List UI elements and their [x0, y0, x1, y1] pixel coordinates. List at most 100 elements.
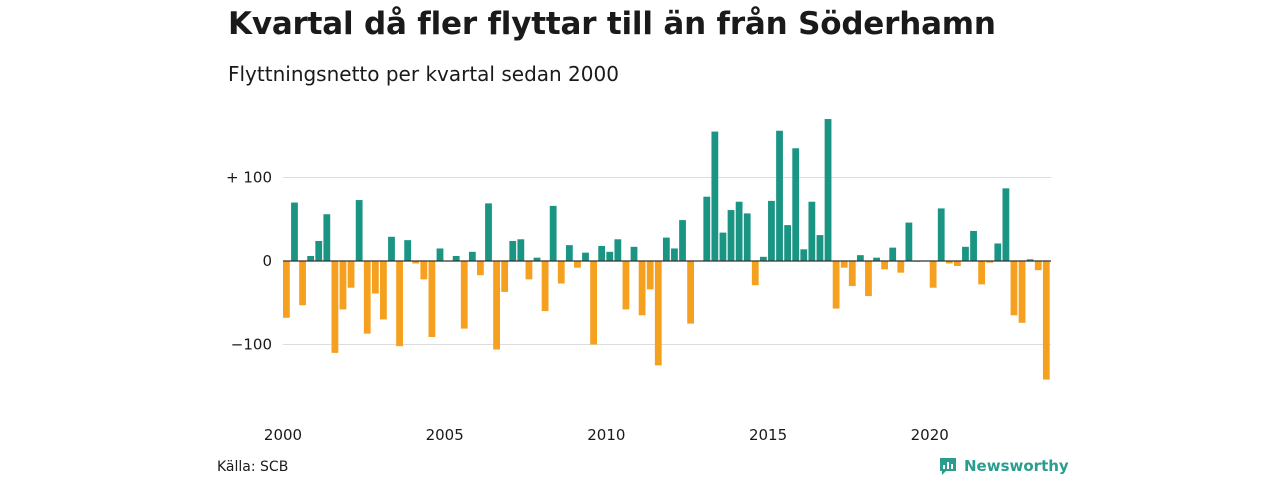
- bar-2018-k2[interactable]: 2018 K2: 4: [873, 257, 880, 261]
- bar-2022-k1[interactable]: 2022 K1: 21: [994, 243, 1002, 262]
- bar-2017-k3[interactable]: 2017 K3: -30: [848, 261, 856, 287]
- bar-2021-k3[interactable]: 2021 K3: -28: [978, 261, 986, 285]
- bar-2010-k1[interactable]: 2010 K1: 11: [606, 251, 614, 261]
- bar-2013-k1[interactable]: 2013 K1: 77: [703, 196, 711, 261]
- bar-2019-k1[interactable]: 2019 K1: -14: [897, 261, 905, 273]
- bar-2004-k2[interactable]: 2004 K2: -22: [420, 261, 428, 280]
- bar-2020-k1[interactable]: 2020 K1: -32: [929, 261, 937, 288]
- bar-2000-k4[interactable]: 2000 K4: 6: [307, 255, 315, 261]
- bar-2023-k3[interactable]: 2023 K3: -142: [1042, 261, 1050, 380]
- bar-2012-k1[interactable]: 2012 K1: 15: [671, 248, 678, 261]
- bar-2011-k2[interactable]: 2011 K2: -34: [646, 261, 654, 290]
- bar-2014-k3[interactable]: 2014 K3: -29: [751, 261, 759, 286]
- bar-2012-k2[interactable]: 2012 K2: 49: [679, 220, 686, 261]
- bar-2016-k4[interactable]: 2016 K4: 170: [824, 119, 832, 261]
- bar-2022-k4[interactable]: 2022 K4: -74: [1018, 261, 1026, 323]
- bar-2000-k2[interactable]: 2000 K2: 70: [291, 202, 298, 261]
- bar-2011-k1[interactable]: 2011 K1: -65: [638, 261, 646, 316]
- bar-2001-k2[interactable]: 2001 K2: 56: [323, 214, 331, 261]
- bar-2006-k4[interactable]: 2006 K4: -37: [501, 261, 509, 292]
- bar-2015-k3[interactable]: 2015 K3: 43: [784, 225, 792, 261]
- bar-2005-k2[interactable]: 2005 K2: 6: [452, 255, 460, 261]
- bar-2005-k4[interactable]: 2005 K4: 11: [468, 251, 476, 261]
- bar-2022-k2[interactable]: 2022 K2: 87: [1002, 188, 1010, 261]
- bar-2014-k4[interactable]: 2014 K4: 5: [759, 256, 767, 261]
- bar-2002-k2[interactable]: 2002 K2: 73: [355, 200, 363, 261]
- bar-2003-k3[interactable]: 2003 K3: -102: [396, 261, 403, 347]
- bar-2004-k1[interactable]: 2004 K1: -3: [412, 261, 420, 264]
- y-tick-label: + 100: [226, 169, 272, 187]
- bar-2020-k4[interactable]: 2020 K4: -6: [953, 261, 961, 267]
- bar-2020-k2[interactable]: 2020 K2: 63: [937, 208, 945, 261]
- bar-2000-k3[interactable]: 2000 K3: -53: [299, 261, 306, 306]
- bar-2002-k1[interactable]: 2002 K1: -32: [347, 261, 355, 288]
- source-note: Källa: SCB: [217, 459, 289, 475]
- bar-2006-k3[interactable]: 2006 K3: -106: [493, 261, 500, 350]
- bar-2018-k1[interactable]: 2018 K1: -42: [865, 261, 872, 297]
- bar-2023-k1[interactable]: 2023 K1: 2: [1026, 259, 1034, 261]
- y-tick-label: −100: [231, 336, 272, 354]
- bar-2017-k1[interactable]: 2017 K1: -57: [832, 261, 840, 309]
- bar-2014-k1[interactable]: 2014 K1: 71: [735, 201, 743, 261]
- bar-2019-k2[interactable]: 2019 K2: 46: [905, 222, 913, 261]
- bar-2023-k2[interactable]: 2023 K2: -11: [1034, 261, 1042, 271]
- bar-2015-k1[interactable]: 2015 K1: 72: [768, 200, 775, 261]
- bar-2016-k3[interactable]: 2016 K3: 31: [816, 235, 824, 261]
- bar-2014-k2[interactable]: 2014 K2: 57: [743, 213, 751, 261]
- bar-2009-k2[interactable]: 2009 K2: 10: [582, 252, 589, 261]
- bar-2002-k3[interactable]: 2002 K3: -87: [363, 261, 371, 334]
- bar-2020-k3[interactable]: 2020 K3: -3: [945, 261, 953, 264]
- bar-2010-k3[interactable]: 2010 K3: -58: [622, 261, 630, 310]
- bar-2017-k4[interactable]: 2017 K4: 7: [856, 255, 864, 261]
- bar-2017-k2[interactable]: 2017 K2: -8: [840, 261, 848, 268]
- bar-2001-k1[interactable]: 2001 K1: 24: [315, 240, 323, 261]
- bar-2018-k4[interactable]: 2018 K4: 16: [889, 247, 897, 261]
- bar-2007-k1[interactable]: 2007 K1: 24: [509, 240, 517, 261]
- bar-2001-k4[interactable]: 2001 K4: -58: [339, 261, 347, 310]
- bar-2015-k4[interactable]: 2015 K4: 135: [792, 148, 800, 261]
- bar-2001-k3[interactable]: 2001 K3: -110: [331, 261, 339, 353]
- bar-2005-k3[interactable]: 2005 K3: -81: [460, 261, 468, 329]
- bar-2021-k4[interactable]: 2021 K4: -2: [986, 261, 994, 263]
- bar-2011-k4[interactable]: 2011 K4: 28: [662, 237, 670, 261]
- bar-2018-k3[interactable]: 2018 K3: -10: [881, 261, 889, 270]
- bar-2009-k1[interactable]: 2009 K1: -8: [574, 261, 581, 268]
- bar-2003-k2[interactable]: 2003 K2: 29: [388, 236, 395, 261]
- x-tick-label: 2005: [426, 426, 464, 444]
- bar-2004-k4[interactable]: 2004 K4: 15: [436, 248, 444, 261]
- bar-2021-k1[interactable]: 2021 K1: 17: [962, 246, 969, 262]
- bar-2002-k4[interactable]: 2002 K4: -39: [371, 261, 379, 294]
- bar-2013-k3[interactable]: 2013 K3: 34: [719, 232, 727, 261]
- bar-2013-k2[interactable]: 2013 K2: 155: [711, 131, 719, 261]
- brand-logo[interactable]: Newsworthy: [938, 456, 1069, 476]
- bar-2009-k3[interactable]: 2009 K3: -100: [590, 261, 597, 345]
- bar-2011-k3[interactable]: 2011 K3: -125: [654, 261, 662, 366]
- bar-2004-k3[interactable]: 2004 K3: -91: [428, 261, 436, 337]
- bar-2008-k3[interactable]: 2008 K3: -27: [557, 261, 565, 284]
- bar-2016-k2[interactable]: 2016 K2: 71: [808, 201, 816, 261]
- bar-2007-k4[interactable]: 2007 K4: 4: [533, 257, 541, 261]
- y-axis-ticks: + 100 0 −100: [226, 169, 272, 354]
- bar-2003-k1[interactable]: 2003 K1: -70: [380, 261, 387, 320]
- bar-2008-k4[interactable]: 2008 K4: 19: [565, 245, 573, 261]
- bar-2007-k2[interactable]: 2007 K2: 26: [517, 239, 525, 261]
- bar-2007-k3[interactable]: 2007 K3: -22: [525, 261, 533, 280]
- bar-2015-k2[interactable]: 2015 K2: 156: [776, 130, 783, 261]
- brand-name: Newsworthy: [964, 457, 1069, 475]
- bar-2012-k3[interactable]: 2012 K3: -75: [687, 261, 694, 324]
- bar-2006-k2[interactable]: 2006 K2: 69: [485, 203, 492, 261]
- bar-2000-k1[interactable]: 2000 K1: -68: [283, 261, 290, 318]
- bar-2022-k3[interactable]: 2022 K3: -65: [1010, 261, 1018, 316]
- bar-2021-k2[interactable]: 2021 K2: 36: [970, 230, 977, 261]
- bar-2013-k4[interactable]: 2013 K4: 61: [727, 210, 735, 261]
- bar-2008-k1[interactable]: 2008 K1: -60: [541, 261, 549, 312]
- bar-2006-k1[interactable]: 2006 K1: -17: [477, 261, 484, 276]
- bar-2003-k4[interactable]: 2003 K4: 25: [404, 240, 412, 262]
- bar-2009-k4[interactable]: 2009 K4: 18: [598, 245, 606, 261]
- bar-2010-k2[interactable]: 2010 K2: 26: [614, 239, 622, 261]
- bar-2008-k2[interactable]: 2008 K2: 66: [549, 205, 557, 261]
- chart-title: Kvartal då fler flyttar till än från Söd…: [228, 6, 996, 42]
- bar-2016-k1[interactable]: 2016 K1: 14: [800, 249, 808, 261]
- bar-2010-k4[interactable]: 2010 K4: 17: [630, 246, 638, 262]
- x-axis-ticks: 2000 2005 2010 2015 2020: [264, 426, 949, 444]
